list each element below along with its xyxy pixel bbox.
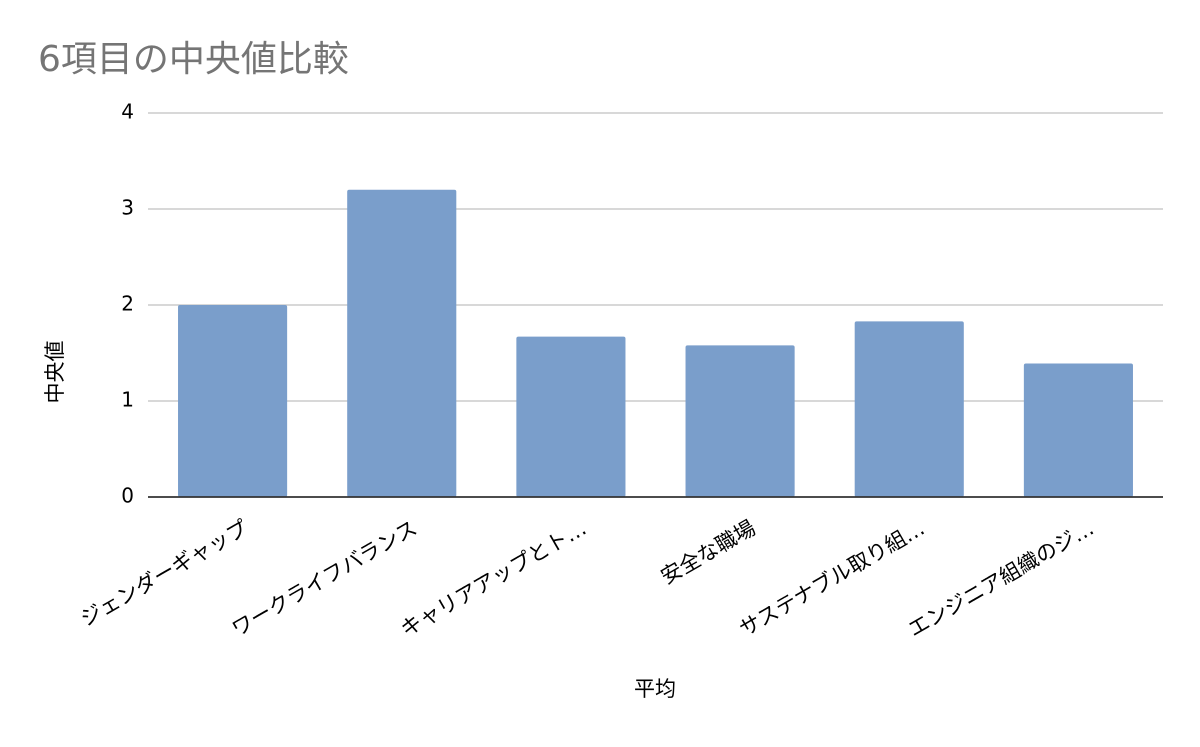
bars — [178, 189, 1133, 498]
bar — [178, 305, 288, 497]
bar — [685, 345, 795, 497]
bar — [516, 336, 626, 497]
bar — [347, 189, 457, 498]
chart-title: 6項目の中央値比較 — [38, 39, 349, 80]
x-tick-label: エンジニア組織のジ… — [904, 516, 1098, 642]
x-tick-label: 安全な職場 — [657, 516, 760, 589]
x-axis-title: 平均 — [634, 677, 676, 701]
x-tick-label: ワークライフバランス — [228, 516, 422, 642]
y-tick-label: 2 — [121, 292, 134, 316]
gridlines — [148, 112, 1163, 402]
y-tick-label: 4 — [121, 100, 134, 124]
y-tick-label: 3 — [121, 196, 134, 220]
bar — [854, 321, 964, 497]
y-tick-label: 0 — [121, 484, 134, 508]
x-tick-label: キャリアアップとト… — [397, 516, 591, 642]
bar — [1023, 363, 1133, 497]
y-tick-label: 1 — [121, 388, 134, 412]
x-tick-label: ジェンダーギャップ — [76, 516, 252, 631]
x-tick-label: サステナブル取り組… — [735, 516, 929, 642]
y-axis-title: 中央値 — [43, 341, 67, 404]
